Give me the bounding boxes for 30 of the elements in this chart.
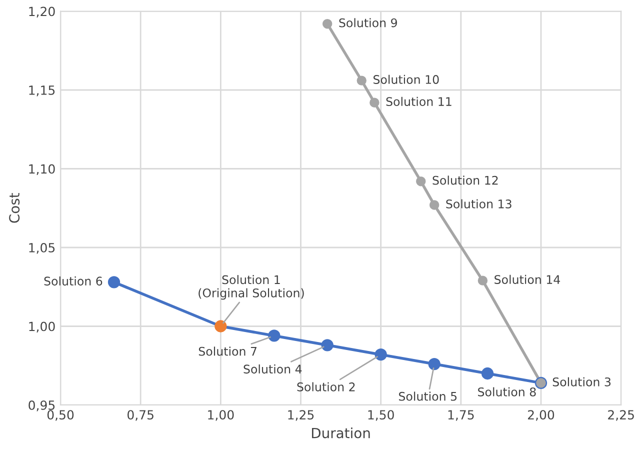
x-tick-label: 0,50 [47, 410, 74, 421]
annotation: Solution 11 [386, 96, 452, 106]
y-tick-label: 1,10 [29, 164, 55, 175]
y-tick-label: 0,95 [28, 400, 55, 412]
annotation: Solution 1 (Original Solution) [198, 275, 304, 300]
x-axis-title: Duration [312, 428, 370, 438]
x-tick-label: 2,00 [528, 410, 554, 421]
x-tick-label: 1,75 [448, 410, 474, 421]
annotation: Solution 3 [552, 377, 611, 386]
annotation: Solution 14 [494, 274, 560, 284]
x-tick-label: 0,75 [128, 410, 154, 421]
annotation: Solution 12 [432, 176, 498, 185]
annotation: Solution 13 [446, 199, 512, 208]
annotation: Solution 7 [198, 346, 256, 356]
y-tick-label: 1,00 [29, 322, 55, 332]
x-tick-label: 1,25 [288, 410, 314, 421]
y-axis-title: Cost [9, 193, 20, 223]
annotation: Solution 10 [374, 74, 439, 84]
annotation: Solution 5 [398, 392, 457, 401]
annotation: Solution 6 [44, 276, 102, 286]
x-tick-label: 1,00 [208, 410, 234, 421]
annotation: Solution 2 [297, 382, 355, 392]
x-tick-label: 2,25 [608, 410, 634, 421]
y-tick-label: 1,15 [29, 86, 55, 96]
x-tick-label: 1,50 [368, 410, 394, 421]
annotation: Solution 8 [478, 387, 536, 396]
y-tick-label: 1,20 [29, 6, 55, 18]
y-tick-label: 1,05 [29, 242, 55, 254]
annotation: Solution 4 [244, 364, 302, 374]
annotation: Solution 9 [339, 18, 397, 28]
